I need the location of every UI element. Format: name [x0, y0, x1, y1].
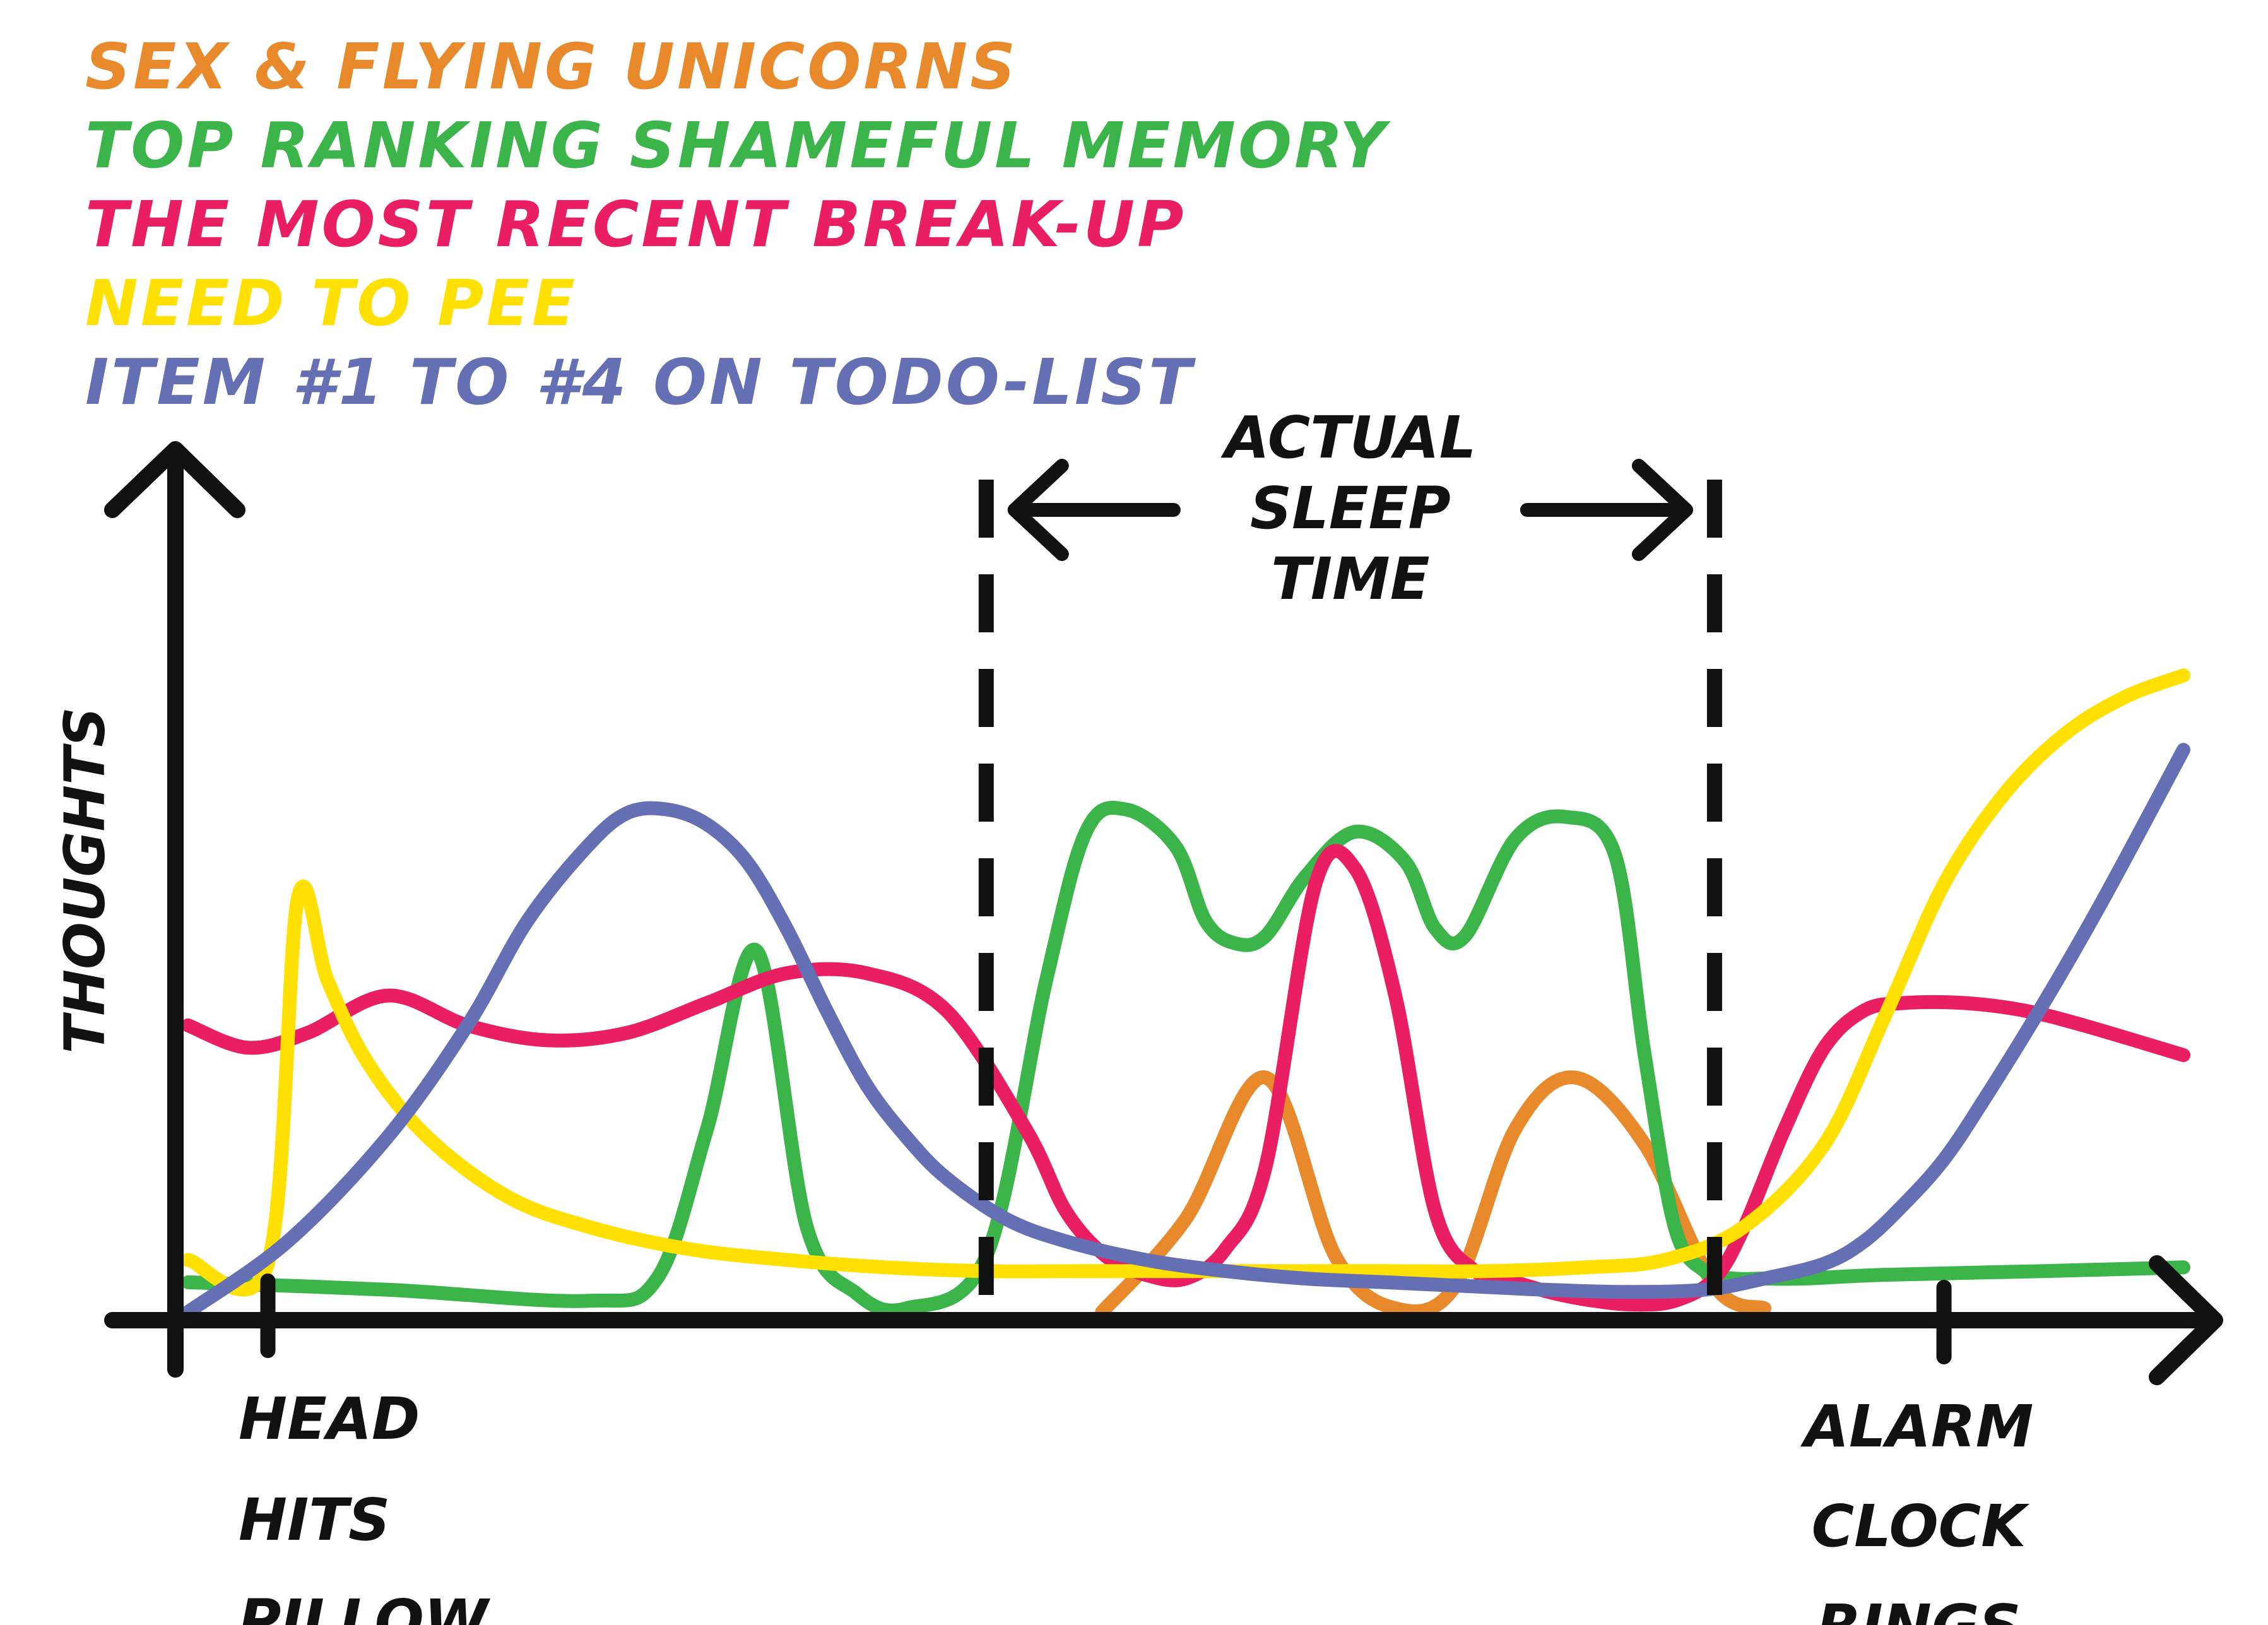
alarm-clock-rings-label: RINGS [1817, 1592, 2021, 1625]
markers [260, 459, 1952, 1364]
series-lines [181, 668, 2190, 1320]
alarm-clock-rings-label: ALARM [1800, 1393, 2033, 1460]
sleep-time-label: TIME [1271, 545, 1429, 613]
head-hits-pillow-label: HEAD [239, 1385, 420, 1453]
y-axis-label: THOUGHTS [52, 707, 117, 1053]
legend-entry: THE MOST RECENT BREAK-UP [85, 187, 1186, 261]
legend-entry: ITEM #1 TO #4 ON TODO-LIST [85, 345, 1196, 419]
legend-entry: NEED TO PEE [85, 266, 577, 340]
head-hits-pillow-label: HITS [239, 1486, 390, 1554]
series-line-the-most-recent-break-up [181, 844, 2190, 1312]
sleep-time-label: ACTUAL [1220, 404, 1476, 471]
x-axis-arrowhead [2149, 1255, 2223, 1385]
legend-entry: TOP RANKING SHAMEFUL MEMORY [85, 109, 1391, 182]
series-line-need-to-pee [181, 668, 2190, 1297]
y-axis-arrowhead [104, 441, 245, 518]
legend-entry: SEX & FLYING UNICORNS [85, 30, 1018, 103]
series-line-item-1-to-4-on-todo-list [181, 743, 2190, 1320]
series-line-top-ranking-shameful-memory [181, 801, 2190, 1318]
alarm-clock-rings-label: CLOCK [1812, 1492, 2030, 1560]
sleep-arrow-left-head [1007, 459, 1069, 561]
head-hits-pillow-label: PILLOW [239, 1587, 491, 1625]
sleep-arrow-right-head [1631, 459, 1693, 561]
axes [104, 441, 2223, 1385]
sleep-time-label: SLEEP [1250, 475, 1451, 542]
